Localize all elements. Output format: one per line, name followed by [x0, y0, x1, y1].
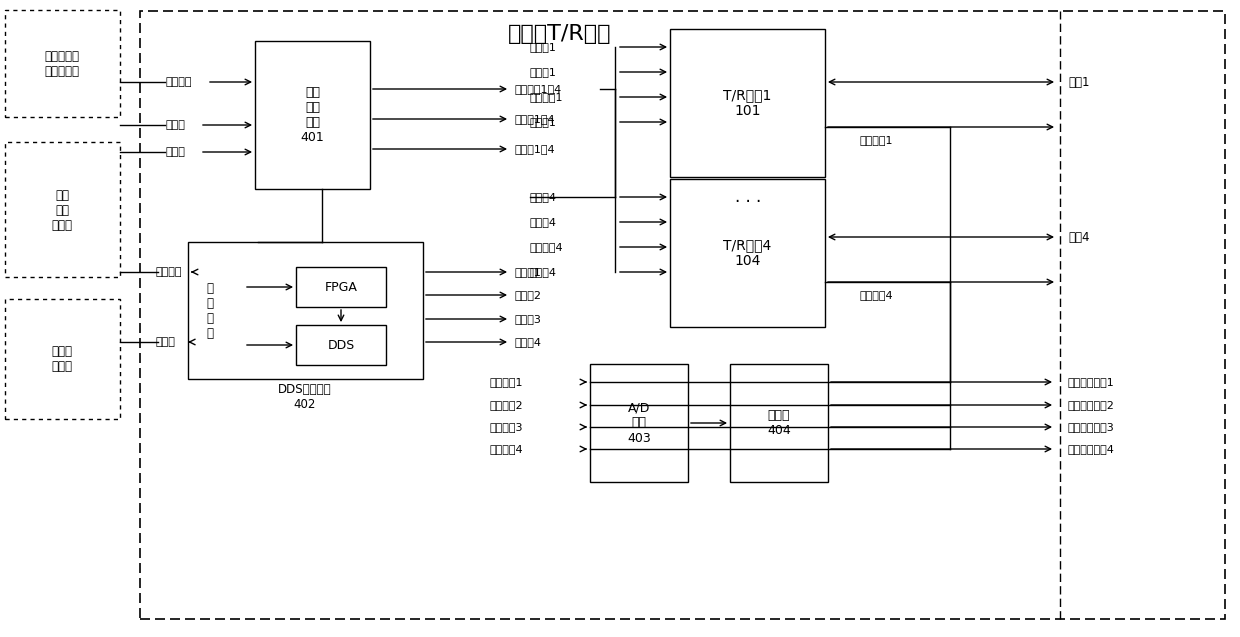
- Text: 回波光纤输出4: 回波光纤输出4: [1068, 444, 1115, 454]
- Text: FPGA: FPGA: [325, 280, 357, 294]
- Text: A/D
模块
403: A/D 模块 403: [627, 401, 651, 445]
- Text: DDS: DDS: [327, 338, 355, 352]
- Text: 二本振1～4: 二本振1～4: [515, 144, 556, 154]
- Bar: [670, 29, 825, 177]
- Text: 一本振1～4: 一本振1～4: [515, 114, 556, 124]
- Text: 三本振1: 三本振1: [515, 267, 542, 277]
- Bar: [5, 10, 120, 117]
- Text: 中频回波1: 中频回波1: [490, 377, 523, 387]
- Text: 天线1: 天线1: [1068, 76, 1090, 89]
- Text: 中频回波4: 中频回波4: [861, 290, 894, 300]
- Text: 四通道T/R组件: 四通道T/R组件: [508, 24, 611, 44]
- Text: 一本振: 一本振: [165, 120, 185, 130]
- Text: 波控码: 波控码: [155, 337, 175, 347]
- Bar: [670, 179, 825, 327]
- Bar: [255, 41, 370, 189]
- Bar: [296, 325, 386, 365]
- Bar: [5, 142, 120, 277]
- Text: 三本振3: 三本振3: [515, 314, 542, 324]
- Text: 光转换
404: 光转换 404: [768, 409, 791, 437]
- Text: T/R通道1
101: T/R通道1 101: [723, 88, 771, 118]
- Text: 一本振1: 一本振1: [529, 42, 557, 52]
- Text: DDS处理模块
402: DDS处理模块 402: [278, 383, 332, 411]
- Text: 三本振1: 三本振1: [529, 117, 557, 127]
- Text: 回波光纤输出1: 回波光纤输出1: [1068, 377, 1115, 387]
- Text: 雷达波
控分机: 雷达波 控分机: [52, 345, 72, 373]
- Text: 中频波形1～4: 中频波形1～4: [515, 84, 562, 94]
- Bar: [140, 11, 1225, 619]
- Text: 中频回波4: 中频回波4: [490, 444, 523, 454]
- Text: 三本振2: 三本振2: [515, 290, 542, 300]
- Text: 三本振1: 三本振1: [529, 67, 557, 77]
- Text: 雷达集中式
波形产生器: 雷达集中式 波形产生器: [45, 50, 79, 78]
- Text: 天线4: 天线4: [1068, 231, 1090, 243]
- Bar: [296, 267, 386, 307]
- Text: 中频波形4: 中频波形4: [529, 242, 564, 252]
- Text: 三本振4: 三本振4: [515, 337, 542, 347]
- Bar: [730, 364, 828, 482]
- Text: 三本振4: 三本振4: [529, 217, 557, 227]
- Text: 中频波形1: 中频波形1: [529, 92, 563, 102]
- Text: 时钟基准: 时钟基准: [155, 267, 181, 277]
- Text: . . .: . . .: [735, 188, 761, 206]
- Text: 二本振: 二本振: [165, 147, 185, 157]
- Text: 中频回波2: 中频回波2: [490, 400, 523, 410]
- Text: 功分
处理
模块
401: 功分 处理 模块 401: [300, 86, 325, 144]
- Text: 中频回波1: 中频回波1: [861, 135, 894, 145]
- Text: 时
钟
综
合: 时 钟 综 合: [207, 282, 213, 340]
- Bar: [5, 299, 120, 419]
- Text: 回波光纤输出2: 回波光纤输出2: [1068, 400, 1115, 410]
- Text: T/R通道4
104: T/R通道4 104: [723, 238, 771, 268]
- Text: 雷达
频率
综合器: 雷达 频率 综合器: [52, 189, 72, 231]
- Text: 中频回波3: 中频回波3: [490, 422, 523, 432]
- Text: 回波光纤输出3: 回波光纤输出3: [1068, 422, 1115, 432]
- Text: 中频波形: 中频波形: [165, 77, 191, 87]
- Text: 一本振4: 一本振4: [529, 192, 557, 202]
- Text: 三本振4: 三本振4: [529, 267, 557, 277]
- Bar: [188, 242, 423, 379]
- Bar: [590, 364, 688, 482]
